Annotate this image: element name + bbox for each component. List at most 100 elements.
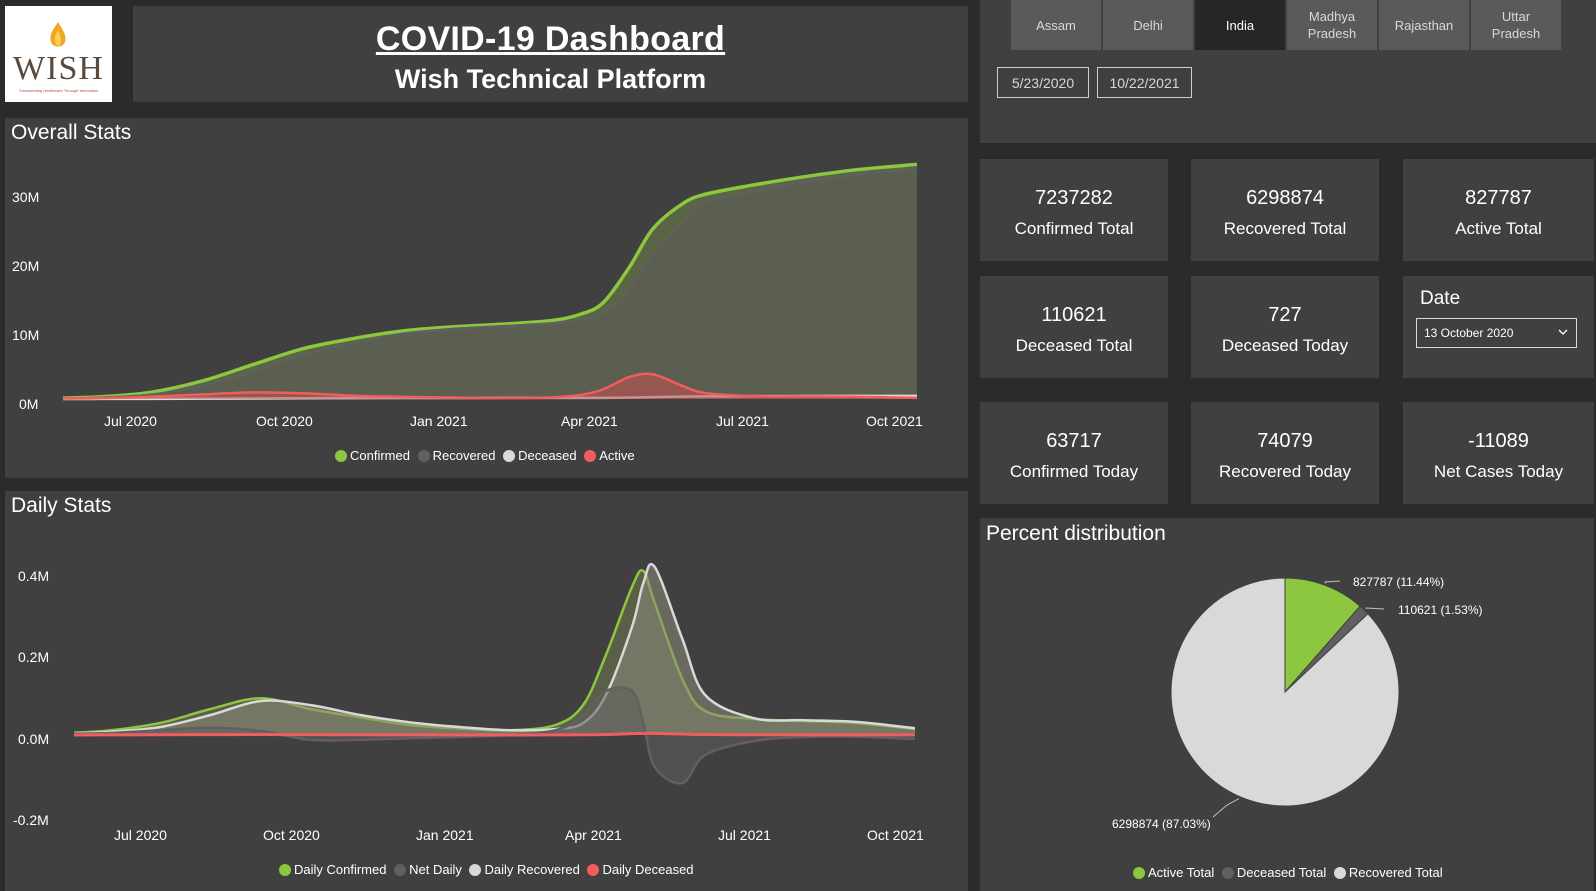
tab-delhi[interactable]: Delhi [1103,0,1193,50]
legend-item-deceased-total[interactable]: Deceased Total [1221,865,1327,880]
legend-label: Active Total [1148,865,1215,880]
legend-item-confirmed[interactable]: Confirmed [335,448,410,463]
x-tick: Jan 2021 [416,827,474,843]
kpi-value: 74079 [1257,430,1313,452]
x-tick: Jul 2021 [718,827,771,843]
line-confirmed [62,162,918,400]
legend-item-deceased[interactable]: Deceased [503,448,577,463]
daily-stats-title: Daily Stats [11,494,112,517]
date-dropdown[interactable]: 13 October 2020 [1416,318,1577,348]
date-dropdown-value: 13 October 2020 [1424,326,1514,340]
kpi-value: -11089 [1468,430,1529,452]
y-tick: 10M [12,327,40,343]
legend-item-daily-deceased[interactable]: Daily Deceased [587,862,694,877]
kpi-label: Recovered Today [1219,462,1351,481]
legend-item-active[interactable]: Active [584,448,635,463]
x-tick: Apr 2021 [561,413,618,429]
legend-item-daily-recovered[interactable]: Daily Recovered [469,862,580,877]
legend-item-active-total[interactable]: Active Total [1133,865,1214,880]
pie-label-deceased: 110621 (1.53%) [1398,603,1483,617]
pie-slice-recovered[interactable] [1170,577,1400,807]
end-date-input[interactable]: 10/22/2021 [1097,67,1192,98]
y-tick: -0.2M [13,812,49,828]
y-tick: 0.2M [18,649,50,665]
tab-rajasthan[interactable]: Rajasthan [1379,0,1469,50]
legend-swatch [469,864,482,876]
x-tick: Jul 2020 [114,827,167,843]
daily-stats-chart [73,562,916,785]
line-daily-deceased [73,731,916,737]
logo-tagline: Transforming Healthcare Through Innovati… [18,88,99,93]
line-net-daily [73,686,916,785]
flame-icon [50,22,66,47]
kpi-value: 110621 [1041,304,1107,326]
daily-legend: Daily Confirmed Net Daily Daily Recovere… [279,862,698,877]
kpi-label: Confirmed Total [1014,219,1134,238]
legend-label: Confirmed [350,448,410,463]
y-tick: 0.4M [18,568,50,584]
kpi-value: 6298874 [1246,187,1324,209]
legend-item-recovered-total[interactable]: Recovered Total [1333,865,1443,880]
kpi-value: 827787 [1465,187,1532,209]
legend-label: Daily Confirmed [294,862,387,877]
tab-india[interactable]: India [1195,0,1285,50]
kpi-confirmed-total: 7237282 Confirmed Total [980,159,1168,261]
y-tick: 0.0M [18,731,50,747]
x-tick: Oct 2021 [866,413,923,429]
kpi-label: Recovered Total [1223,219,1347,238]
percent-distribution-panel: Percent distribution 827787 (11.44%) 110… [980,518,1594,891]
overall-stats-chart [62,162,918,401]
legend-swatch [584,450,597,462]
legend-swatch [587,864,600,876]
kpi-confirmed-today: 63717 Confirmed Today [980,402,1168,504]
area-daily-confirmed [74,570,915,735]
pie-leader-line [1212,798,1240,818]
tab-madhya-pradesh[interactable]: Madhya Pradesh [1287,0,1377,50]
line-daily-confirmed [73,569,916,734]
legend-label: Deceased [518,448,577,463]
kpi-deceased-today: 727 Deceased Today [1191,276,1379,378]
kpi-value: 727 [1268,304,1302,326]
pie-label-recovered: 6298874 (87.03%) [1112,817,1211,831]
kpi-label: Deceased Total [1015,336,1133,355]
dashboard-title: COVID-19 Dashboard [375,20,726,58]
wish-logo: WISH Transforming Healthcare Through Inn… [5,6,112,102]
pie-slice-active[interactable] [1284,577,1361,694]
kpi-value: 7237282 [1035,187,1113,209]
kpi-net-cases-today: -11089 Net Cases Today [1403,402,1594,504]
tab-uttar-pradesh[interactable]: Uttar Pradesh [1471,0,1561,50]
kpi-label: Confirmed Today [1009,462,1139,481]
logo-wordmark: WISH [13,50,104,87]
legend-label: Daily Recovered [484,862,580,877]
x-tick: Jul 2020 [104,413,157,429]
area-daily-recovered [74,564,915,735]
kpi-label: Deceased Today [1221,336,1349,355]
x-tick: Oct 2020 [263,827,320,843]
x-tick: Apr 2021 [565,827,622,843]
x-tick: Oct 2020 [256,413,313,429]
date-filter-title: Date [1420,288,1461,309]
kpi-label: Active Total [1455,219,1542,238]
legend-label: Deceased Total [1236,865,1327,880]
start-date-input[interactable]: 5/23/2020 [997,67,1089,98]
y-tick: 20M [12,258,40,274]
legend-item-net-daily[interactable]: Net Daily [394,862,462,877]
kpi-label: Net Cases Today [1433,462,1564,481]
title-banner: COVID-19 Dashboard Wish Technical Platfo… [133,6,968,102]
dashboard-subtitle: Wish Technical Platform [394,64,707,94]
legend-swatch [335,450,347,462]
x-tick: Jan 2021 [410,413,468,429]
pie-leader-line [1324,580,1341,584]
legend-item-daily-confirmed[interactable]: Daily Confirmed [279,862,386,877]
legend-item-recovered[interactable]: Recovered [417,448,495,463]
legend-swatch [279,864,291,876]
overall-stats-title: Overall Stats [11,121,132,144]
legend-label: Active [599,448,635,463]
kpi-recovered-today: 74079 Recovered Today [1191,402,1379,504]
chevron-down-icon [1558,329,1568,335]
kpi-deceased-total: 110621 Deceased Total [980,276,1168,378]
kpi-value: 63717 [1046,430,1102,452]
legend-label: Daily Deceased [602,862,694,877]
tab-assam[interactable]: Assam [1011,0,1101,50]
pie-chart [1170,577,1400,818]
